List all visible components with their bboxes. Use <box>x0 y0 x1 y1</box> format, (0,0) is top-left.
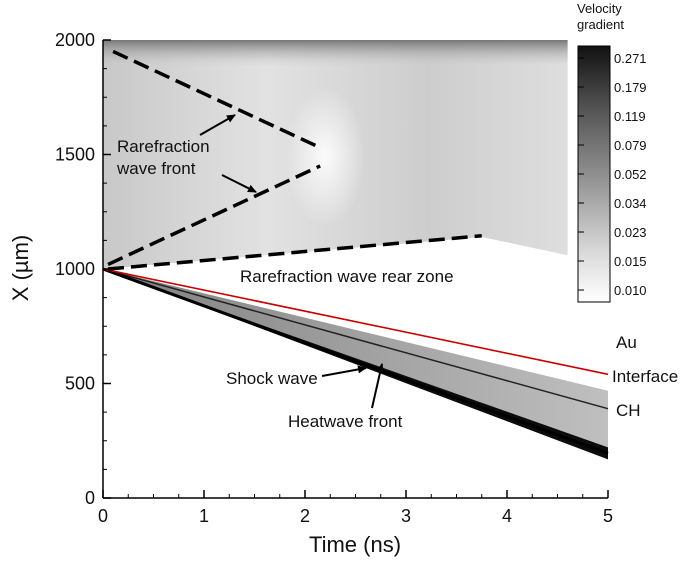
heatwave-front-label: Heatwave front <box>288 412 403 431</box>
rarefaction-front-upper <box>112 49 321 150</box>
interface-label: Interface <box>612 367 678 386</box>
y-axis-title: X (µm) <box>8 235 33 301</box>
rarefaction-label-line1: Rarefraction <box>117 137 210 156</box>
colorbar-level-label: 0.179 <box>614 80 647 95</box>
y-tick-label: 500 <box>65 374 95 394</box>
rear-zone-label: Rarefraction wave rear zone <box>240 267 454 286</box>
colorbar-level-label: 0.052 <box>614 167 647 182</box>
rarefaction-arrow-upper <box>199 114 236 136</box>
axes-layer: 0 1 2 3 4 5 0 500 1000 1500 2000 <box>55 30 613 526</box>
au-label: Au <box>616 333 637 352</box>
y-tick-label: 1500 <box>55 145 95 165</box>
annotations-layer: Rarefraction wave front Rarefraction wav… <box>116 114 678 431</box>
colorbar: 0.271 0.179 0.119 0.079 0.052 0.034 0.023 0.015… <box>577 45 647 303</box>
ch-label: CH <box>616 401 641 420</box>
colorbar-level-label: 0.034 <box>614 196 647 211</box>
colorbar-title-line2: gradient <box>577 17 624 32</box>
colorbar-title-line1: Velocity <box>577 1 622 16</box>
x-axis-title: Time (ns) <box>309 532 401 557</box>
heatmap-field <box>103 40 608 460</box>
colorbar-level-label: 0.015 <box>614 254 647 269</box>
shock-wave-label: Shock wave <box>226 369 318 388</box>
interface-line <box>102 268 609 376</box>
shock-wave-line <box>102 267 609 455</box>
heatwave-front-line <box>102 268 609 410</box>
colorbar-level-label: 0.023 <box>614 225 647 240</box>
y-tick-label: 1000 <box>55 259 95 279</box>
colorbar-level-label: 0.271 <box>614 51 647 66</box>
rarefaction-front-lower <box>107 164 321 267</box>
y-tick-label: 0 <box>85 488 95 508</box>
heatwave-front-arrow <box>371 363 385 409</box>
colorbar-level-label: 0.119 <box>614 109 646 124</box>
colorbar-level-label: 0.079 <box>614 138 647 153</box>
rarefaction-tip-glow <box>285 86 366 227</box>
x-tick-label: 2 <box>300 506 310 526</box>
top-dark-zone <box>103 40 568 68</box>
shock-wave-arrow <box>321 365 367 377</box>
x-tick-label: 1 <box>199 506 209 526</box>
x-tick-label: 4 <box>502 506 512 526</box>
y-tick-label: 2000 <box>55 30 95 50</box>
rarefaction-arrow-lower <box>221 174 257 193</box>
rarefaction-label-line2: wave front <box>116 159 196 178</box>
rarefaction-rear-line <box>107 234 482 271</box>
colorbar-level-label: 0.010 <box>614 283 647 298</box>
curves-layer <box>102 49 609 455</box>
x-tick-label: 0 <box>98 506 108 526</box>
x-tick-label: 3 <box>401 506 411 526</box>
x-tick-label: 5 <box>603 506 613 526</box>
